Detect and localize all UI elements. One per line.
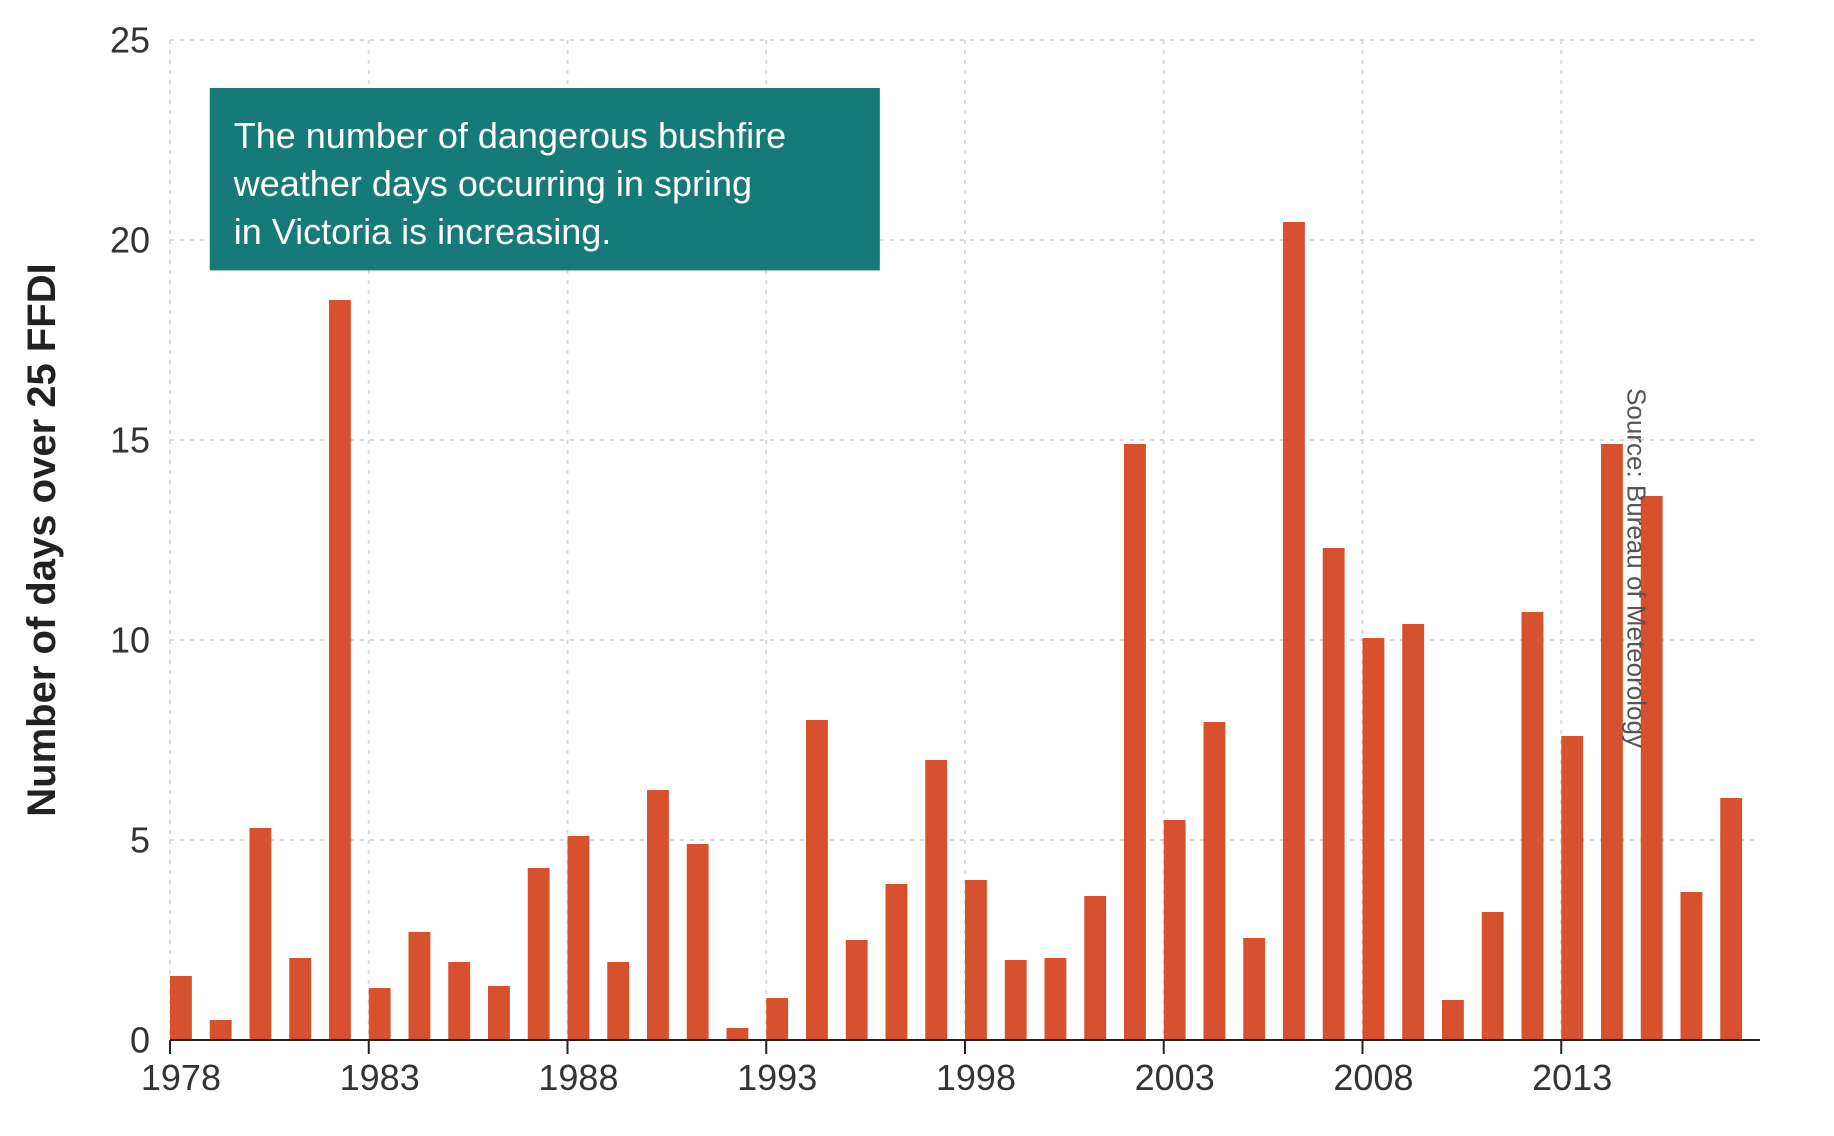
- bar: [1482, 912, 1504, 1040]
- bar: [488, 986, 510, 1040]
- bar: [448, 962, 470, 1040]
- bar: [210, 1020, 232, 1040]
- bar: [1402, 624, 1424, 1040]
- bar: [170, 976, 192, 1040]
- y-tick-label: 0: [130, 1020, 150, 1061]
- y-tick-label: 5: [130, 820, 150, 861]
- bar: [1124, 444, 1146, 1040]
- x-tick-label: 2008: [1333, 1057, 1413, 1098]
- x-tick-label: 1998: [936, 1057, 1016, 1098]
- bar: [1204, 722, 1226, 1040]
- bar: [409, 932, 431, 1040]
- bar: [886, 884, 908, 1040]
- y-tick-label: 10: [110, 620, 150, 661]
- bar: [1005, 960, 1027, 1040]
- bar: [1681, 892, 1703, 1040]
- bar: [329, 300, 351, 1040]
- bar: [647, 790, 669, 1040]
- bar: [1045, 958, 1067, 1040]
- x-tick-label: 1978: [141, 1057, 221, 1098]
- y-tick-label: 20: [110, 220, 150, 261]
- bar: [766, 998, 788, 1040]
- bar: [846, 940, 868, 1040]
- y-axis-label: Number of days over 25 FFDI: [20, 263, 64, 816]
- bar: [250, 828, 272, 1040]
- x-tick-label: 1988: [538, 1057, 618, 1098]
- bar: [925, 760, 947, 1040]
- callout-text-line: The number of dangerous bushfire: [234, 115, 786, 156]
- bar-chart: 1978 1983 1988 1993 1998 2003 2008 2013 0 5 10 15 20…: [0, 0, 1834, 1136]
- callout-text-line: in Victoria is increasing.: [234, 211, 612, 252]
- x-tick-label: 2013: [1532, 1057, 1612, 1098]
- bar: [1720, 798, 1742, 1040]
- bar: [1522, 612, 1544, 1040]
- bar: [1164, 820, 1186, 1040]
- bar: [965, 880, 987, 1040]
- bar: [1442, 1000, 1464, 1040]
- bar: [607, 962, 629, 1040]
- bar: [1363, 638, 1385, 1040]
- bar: [1084, 896, 1106, 1040]
- bar: [1561, 736, 1583, 1040]
- chart-container: 1978 1983 1988 1993 1998 2003 2008 2013 0 5 10 15 20…: [0, 0, 1834, 1136]
- x-tick-label: 2003: [1135, 1057, 1215, 1098]
- bar: [806, 720, 828, 1040]
- bar: [369, 988, 391, 1040]
- bar: [568, 836, 590, 1040]
- x-tick-label: 1983: [340, 1057, 420, 1098]
- bar: [1323, 548, 1345, 1040]
- source-label: Source: Bureau of Meteorology: [1621, 388, 1652, 748]
- bar: [289, 958, 311, 1040]
- callout-text-line: weather days occurring in spring: [233, 163, 752, 204]
- bar: [1283, 222, 1305, 1040]
- bar: [727, 1028, 749, 1040]
- x-tick-label: 1993: [737, 1057, 817, 1098]
- y-tick-label: 15: [110, 420, 150, 461]
- bar: [1243, 938, 1265, 1040]
- bar: [528, 868, 550, 1040]
- bar: [687, 844, 709, 1040]
- y-tick-label: 25: [110, 20, 150, 61]
